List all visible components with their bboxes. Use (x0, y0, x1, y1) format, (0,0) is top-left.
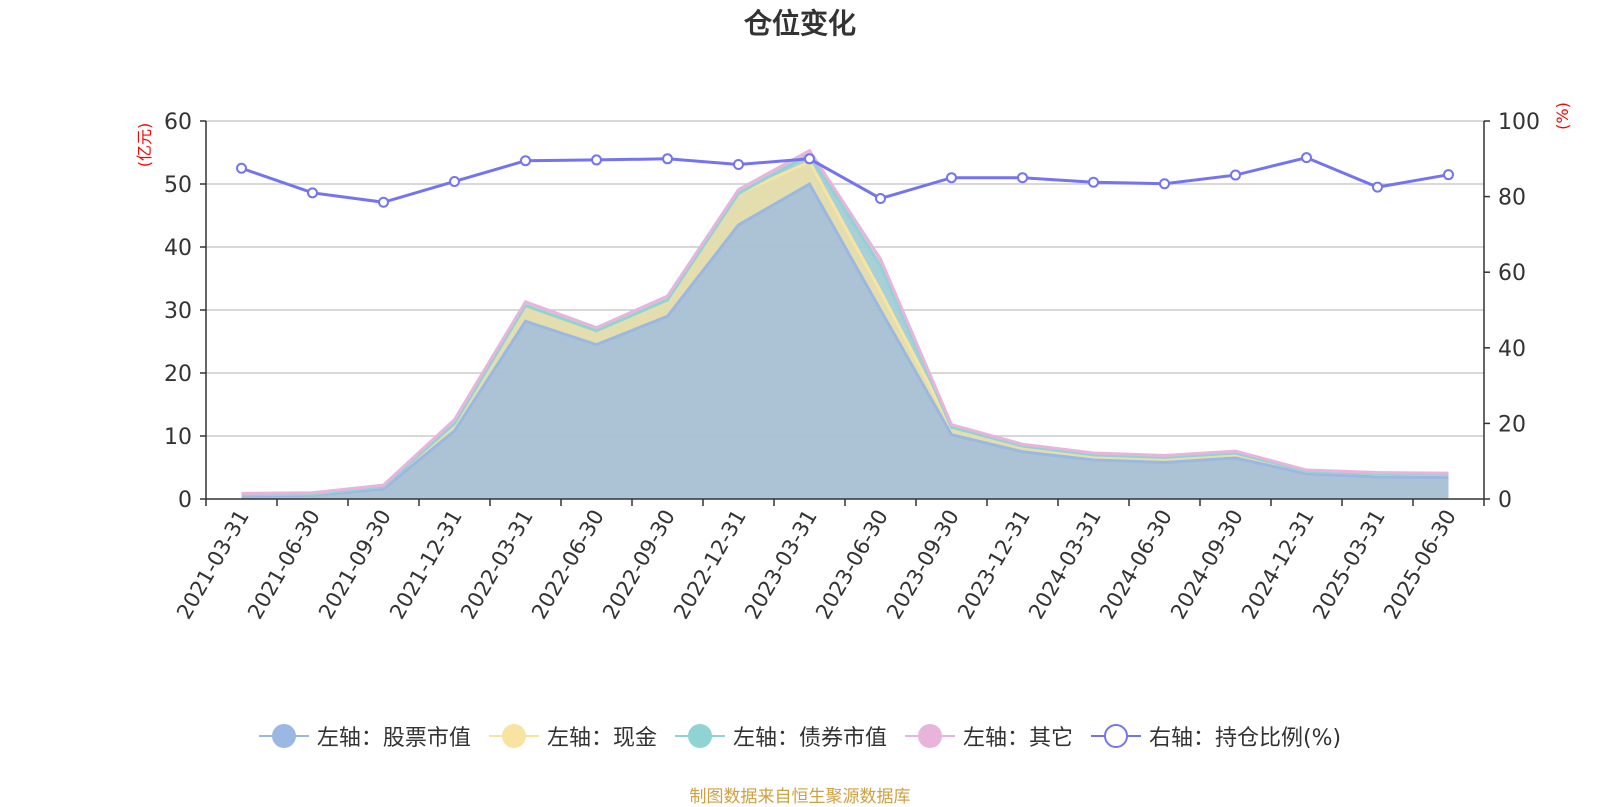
x-tick-label: 2024-09-30 (1166, 506, 1248, 624)
x-tick-label: 2021-06-30 (243, 506, 325, 624)
legend-label: 左轴：股票市值 (316, 726, 471, 751)
x-tick-label: 2023-06-30 (811, 506, 893, 624)
right-axis-label: (%) (1553, 102, 1572, 130)
ratio-point (449, 175, 460, 187)
left-tick-label: 10 (164, 425, 192, 450)
x-tick-label: 2024-06-30 (1095, 506, 1177, 624)
ratio-line (241, 156, 1449, 204)
right-tick-label: 0 (1498, 488, 1512, 513)
ratio-point (946, 172, 957, 184)
area-stock (241, 184, 1449, 499)
right-tick-label: 100 (1498, 110, 1540, 135)
x-tick-label: 2023-03-31 (740, 506, 822, 624)
series-line-stock (241, 181, 1449, 498)
ratio-point (520, 155, 531, 167)
ratio-point (236, 162, 247, 174)
legend-symbol (1090, 723, 1141, 749)
ratio-point (1017, 172, 1028, 184)
legend-item-bond[interactable]: 左轴：债券市值 (674, 720, 887, 752)
ratio-point (1230, 169, 1241, 181)
legend-label: 右轴：持仓比例(%) (1148, 726, 1342, 751)
series-line-bond (241, 152, 1449, 497)
ratio-point (804, 153, 815, 165)
x-tick-label: 2021-12-31 (385, 506, 467, 624)
x-tick-label: 2022-03-31 (456, 506, 538, 624)
source-note: 制图数据来自恒生聚源数据库 (689, 787, 911, 807)
x-tick-label: 2022-09-30 (598, 506, 680, 624)
legend-item-cash[interactable]: 左轴：现金 (488, 720, 657, 752)
legend-item-ratio[interactable]: 右轴：持仓比例(%) (1090, 720, 1342, 752)
ratio-point (378, 196, 389, 208)
ratio-point (875, 192, 886, 204)
left-tick-label: 40 (164, 236, 192, 261)
x-tick-label: 2024-12-31 (1237, 506, 1319, 624)
x-tick-label: 2024-03-31 (1024, 506, 1106, 624)
ratio-point (1088, 176, 1099, 188)
ratio-point (1443, 169, 1454, 181)
x-tick-label: 2023-12-31 (953, 506, 1035, 624)
legend-label: 左轴：债券市值 (732, 726, 887, 751)
right-tick-label: 80 (1498, 186, 1526, 211)
left-tick-label: 30 (164, 299, 192, 324)
x-tick-label: 2022-12-31 (669, 506, 751, 624)
x-tick-label: 2025-03-31 (1308, 506, 1390, 624)
right-tick-label: 20 (1498, 412, 1526, 437)
ratio-point (733, 158, 744, 170)
legend-label: 左轴：其它 (962, 726, 1073, 751)
x-tick-label: 2021-03-31 (172, 506, 254, 624)
series-line-other (241, 148, 1449, 495)
legend-symbol (258, 723, 309, 749)
ratio-point (1159, 178, 1170, 190)
x-tick-label: 2021-09-30 (314, 506, 396, 624)
left-axis-label: (亿元) (135, 123, 154, 168)
x-tick-label: 2025-06-30 (1379, 506, 1461, 624)
ratio-point (662, 153, 673, 165)
chart-title: 仓位变化 (743, 7, 856, 40)
x-tick-label: 2023-09-30 (882, 506, 964, 624)
ratio-point (1372, 181, 1383, 193)
ratio-point (1301, 152, 1312, 164)
legend-symbol (674, 723, 725, 749)
ratio-point (591, 154, 602, 166)
right-tick-label: 40 (1498, 337, 1526, 362)
left-tick-label: 0 (178, 488, 192, 513)
left-tick-label: 50 (164, 173, 192, 198)
legend-item-other[interactable]: 左轴：其它 (904, 720, 1073, 752)
legend: 左轴：股票市值 左轴：现金 左轴：债券市值 左轴：其它 右轴：持仓比例(%) (0, 720, 1600, 752)
legend-label: 左轴：现金 (546, 726, 657, 751)
legend-item-stock[interactable]: 左轴：股票市值 (258, 720, 471, 752)
legend-symbol (488, 723, 539, 749)
ratio-point (307, 187, 318, 199)
right-tick-label: 60 (1498, 261, 1526, 286)
left-tick-label: 20 (164, 362, 192, 387)
x-tick-label: 2022-06-30 (527, 506, 609, 624)
left-tick-label: 60 (164, 110, 192, 135)
legend-symbol (904, 723, 955, 749)
